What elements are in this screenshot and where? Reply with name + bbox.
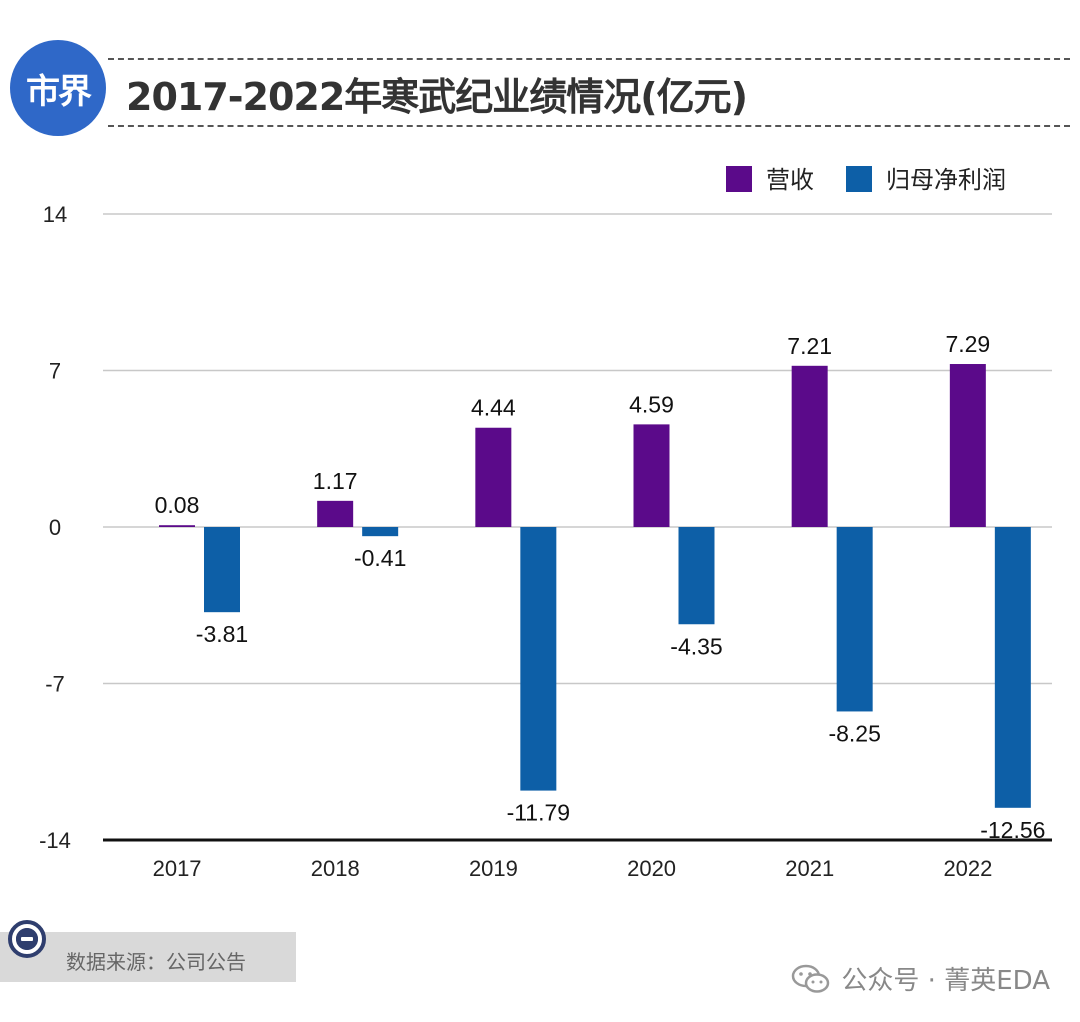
x-tick-label: 2017 [153, 856, 202, 881]
bar-chart: 14 7 0 -7 -14 0.08 -3.81 2017 1.17 -0.41 2018 4.44 -… [39, 166, 1052, 881]
legend-swatch [846, 166, 872, 192]
source-box [0, 932, 296, 982]
legend-label: 营收 [766, 166, 814, 194]
data-label: -11.79 [507, 800, 571, 826]
data-label: -3.81 [196, 621, 248, 647]
data-label: 1.17 [313, 468, 358, 494]
bar-net-profit [520, 527, 557, 791]
bar-revenue [633, 424, 670, 527]
legend-label: 归母净利润 [886, 166, 1006, 194]
wechat-icon [792, 964, 830, 993]
legend-swatch [726, 166, 752, 192]
data-label: -0.41 [354, 545, 406, 571]
data-label: -12.56 [980, 817, 1045, 843]
y-tick-label: 7 [49, 359, 61, 384]
bar-net-profit [362, 527, 399, 537]
bar-revenue [317, 500, 354, 527]
y-tick-label: -14 [39, 828, 71, 853]
brand-logo: 市界 [10, 40, 106, 136]
data-label: -4.35 [670, 633, 722, 659]
y-tick-label: 14 [43, 202, 67, 227]
bar-revenue [791, 365, 828, 527]
watermark: 公众号 · 菁英EDA [791, 960, 1050, 997]
data-label: 4.59 [629, 391, 674, 417]
data-source: 数据来源：公司公告 [66, 950, 246, 974]
data-label: -8.25 [828, 720, 880, 746]
title-bottom-rule [108, 125, 1070, 127]
bar-net-profit [836, 527, 873, 712]
bar-revenue [949, 364, 986, 527]
x-tick-label: 2020 [627, 856, 676, 881]
x-tick-label: 2022 [943, 856, 992, 881]
data-label: 4.44 [471, 395, 516, 421]
minus-circle-icon [8, 920, 46, 958]
bar-net-profit [204, 527, 240, 613]
data-label: 7.29 [945, 331, 990, 357]
title-top-rule [108, 58, 1070, 60]
watermark-text: 公众号 · 菁英EDA [841, 966, 1050, 996]
x-tick-label: 2018 [311, 856, 360, 881]
chart-title: 2017-2022年寒武纪业绩情况(亿元) [126, 75, 748, 119]
y-tick-label: 0 [49, 515, 61, 540]
x-tick-label: 2019 [469, 856, 518, 881]
data-label: 0.08 [155, 492, 200, 518]
y-tick-label: -7 [45, 672, 65, 697]
bar-net-profit [994, 527, 1031, 808]
bar-net-profit [678, 527, 715, 625]
data-label: 7.21 [787, 333, 832, 359]
bar-revenue [475, 427, 512, 527]
bar-revenue [159, 525, 195, 527]
x-tick-label: 2021 [785, 856, 834, 881]
